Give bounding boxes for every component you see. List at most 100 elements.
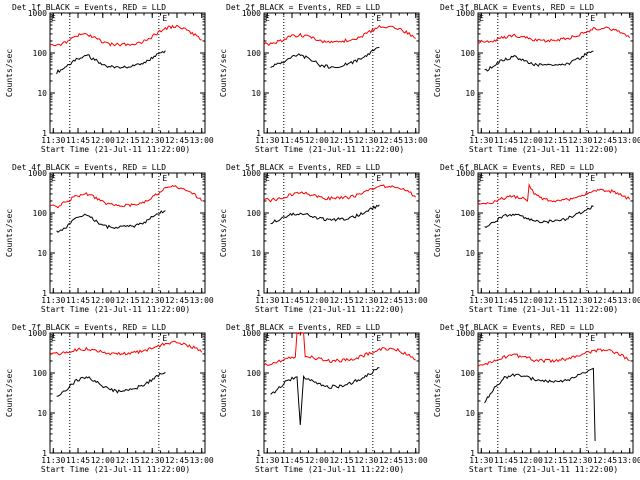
x-tick-label: 12:00 <box>519 456 543 465</box>
panel-8: Det 8f BLACK = Events, RED = LLD 1 10 100 10… <box>219 323 428 474</box>
x-tick-label: 11:30 <box>41 456 65 465</box>
x-tick-label: 12:30 <box>140 296 164 305</box>
plot-frame <box>49 12 206 134</box>
x-tick-label: 12:00 <box>91 296 115 305</box>
lld-trace <box>49 24 202 47</box>
y-tick-label: 1000 <box>456 329 475 338</box>
y-tick-label: 100 <box>33 369 48 378</box>
corner-marker: E <box>590 334 595 343</box>
y-axis-label: Counts/sec <box>5 369 14 417</box>
y-tick-label: 1000 <box>28 329 47 338</box>
x-tick-label: 12:15 <box>543 136 567 145</box>
x-tick-label: 11:45 <box>280 296 304 305</box>
corner-marker: E <box>479 174 484 183</box>
x-tick-label: 12:30 <box>568 296 592 305</box>
x-tick-label: 11:45 <box>494 296 518 305</box>
lld-trace <box>49 340 203 356</box>
corner-marker: E <box>162 334 167 343</box>
x-tick-label: 12:15 <box>329 296 353 305</box>
y-tick-label: 1 <box>470 289 475 298</box>
events-trace <box>484 205 594 229</box>
events-trace <box>56 50 166 75</box>
panel-title: Det 5f BLACK = Events, RED = LLD <box>226 163 380 172</box>
x-tick-label: 12:15 <box>543 456 567 465</box>
y-tick-label: 10 <box>37 409 47 418</box>
x-tick-label: 12:45 <box>379 296 403 305</box>
y-tick-label: 100 <box>247 369 262 378</box>
x-tick-label: 12:30 <box>354 296 378 305</box>
x-tick-label: 12:30 <box>568 136 592 145</box>
y-axis-label: Counts/sec <box>5 209 14 257</box>
lld-trace <box>263 331 416 366</box>
x-tick-label: 12:45 <box>379 456 403 465</box>
panel-6: Det 6f BLACK = Events, RED = LLD 1 10 100 10… <box>433 163 640 314</box>
x-tick-label: 12:30 <box>568 456 592 465</box>
x-axis-label: Start Time (21-Jul-11 11:22:00) <box>255 305 404 314</box>
plot-frame <box>263 172 420 294</box>
x-tick-label: 12:45 <box>165 296 189 305</box>
x-axis-label: Start Time (21-Jul-11 11:22:00) <box>255 145 404 154</box>
y-axis-label: Counts/sec <box>433 209 442 257</box>
panel-3: Det 3f BLACK = Events, RED = LLD 1 10 100 10… <box>433 3 640 154</box>
y-tick-label: 1000 <box>28 169 47 178</box>
corner-marker: E <box>265 174 270 183</box>
x-tick-label: 11:45 <box>280 456 304 465</box>
x-tick-label: 13:00 <box>404 136 428 145</box>
x-tick-label: 13:00 <box>190 296 214 305</box>
y-tick-label: 1000 <box>242 329 261 338</box>
x-tick-label: 12:00 <box>91 456 115 465</box>
x-tick-label: 12:15 <box>115 136 139 145</box>
panel-title: Det 9f BLACK = Events, RED = LLD <box>440 323 594 332</box>
x-axis-label: Start Time (21-Jul-11 11:22:00) <box>469 465 618 474</box>
events-trace <box>270 46 380 69</box>
y-axis-label: Counts/sec <box>5 49 14 97</box>
y-tick-label: 100 <box>33 209 48 218</box>
plot-frame <box>477 12 634 134</box>
x-tick-label: 12:00 <box>519 136 543 145</box>
panel-9: Det 9f BLACK = Events, RED = LLD 1 10 100 10… <box>433 323 640 474</box>
plot-frame <box>477 332 634 454</box>
plot-frame <box>263 12 420 134</box>
panel-title: Det 2f BLACK = Events, RED = LLD <box>226 3 380 12</box>
corner-marker: E <box>479 14 484 23</box>
x-tick-label: 13:00 <box>618 456 640 465</box>
x-tick-label: 12:00 <box>305 296 329 305</box>
x-tick-label: 11:30 <box>469 456 493 465</box>
x-axis-label: Start Time (21-Jul-11 11:22:00) <box>469 145 618 154</box>
x-tick-label: 11:30 <box>469 136 493 145</box>
y-tick-label: 10 <box>37 89 47 98</box>
x-tick-label: 11:30 <box>255 296 279 305</box>
x-tick-label: 11:45 <box>280 136 304 145</box>
y-tick-label: 1000 <box>456 169 475 178</box>
x-tick-label: 12:45 <box>593 136 617 145</box>
x-tick-label: 12:30 <box>354 136 378 145</box>
x-tick-label: 11:30 <box>41 136 65 145</box>
x-tick-label: 12:00 <box>305 136 329 145</box>
y-tick-label: 1000 <box>28 9 47 18</box>
corner-marker: E <box>51 14 56 23</box>
lld-trace <box>49 184 203 209</box>
x-tick-label: 12:45 <box>379 136 403 145</box>
x-tick-label: 12:45 <box>165 456 189 465</box>
plot-frame <box>49 172 206 294</box>
panel-1: Det 1f BLACK = Events, RED = LLD 1 10 100 10… <box>5 3 214 154</box>
y-tick-label: 1 <box>42 449 47 458</box>
events-trace <box>270 204 380 225</box>
x-tick-label: 13:00 <box>190 456 214 465</box>
y-tick-label: 100 <box>461 369 476 378</box>
corner-marker: E <box>51 334 56 343</box>
panel-title: Det 1f BLACK = Events, RED = LLD <box>12 3 166 12</box>
events-trace <box>270 367 380 426</box>
x-tick-label: 11:45 <box>66 456 90 465</box>
y-tick-label: 10 <box>251 409 261 418</box>
x-tick-label: 12:00 <box>305 456 329 465</box>
panel-7: Det 7f BLACK = Events, RED = LLD 1 10 100 10… <box>5 323 214 474</box>
events-trace <box>484 367 596 442</box>
panel-title: Det 4f BLACK = Events, RED = LLD <box>12 163 166 172</box>
x-tick-label: 12:00 <box>519 296 543 305</box>
y-tick-label: 10 <box>251 249 261 258</box>
panel-4: Det 4f BLACK = Events, RED = LLD 1 10 100 10… <box>5 163 214 314</box>
x-tick-label: 11:30 <box>255 456 279 465</box>
y-tick-label: 10 <box>37 249 47 258</box>
y-tick-label: 100 <box>461 49 476 58</box>
